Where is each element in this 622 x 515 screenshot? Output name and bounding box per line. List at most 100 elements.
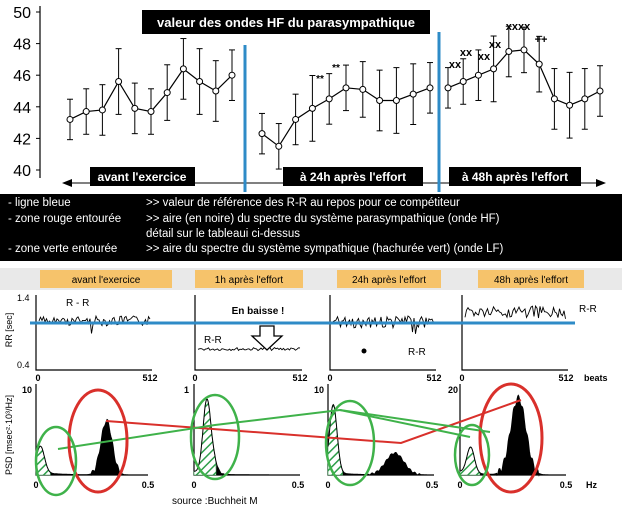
red-link-line [105,399,522,445]
psd-x-0-d: 0 [457,480,462,490]
psd-curve [194,398,300,476]
rr-trace [464,304,566,319]
green-ellipse-1 [34,425,78,497]
data-point [566,101,574,109]
data-point [82,108,90,116]
legend-line2-right: >> aire (en noire) du spectre du système… [146,213,500,225]
data-point [444,84,452,92]
rr-tick-top: 1.4 [17,293,30,303]
data-point [359,85,367,93]
psd-ymax-2: 1 [184,385,189,395]
green-link-line [57,408,491,450]
header-box-1 [40,270,172,288]
legend-line2-cont: détail sur le tableaui ci-dessus [146,228,301,240]
hz-label: Hz [586,480,597,490]
data-point [490,65,498,73]
rr-x-tick-0-c: 0 [327,373,332,383]
hf-black-area [342,452,426,475]
source-caption: source :Buchheit M [172,496,258,507]
sig-mark-8: ++ [535,34,548,46]
legend-line3-right: >> aire du spectre du système sympathiqu… [146,243,504,255]
rr-axes [35,295,152,371]
data-point [474,71,482,79]
sig-mark-2: ** [332,63,340,74]
rr-x-tick-0-a: 0 [35,373,40,383]
data-point [325,95,333,103]
data-point [308,104,316,112]
data-point [228,71,236,79]
psd-curve [35,418,148,477]
data-point [505,48,513,55]
data-point [66,115,74,123]
rr-x-tick-512-a: 512 [142,373,157,383]
beats-label: beats [584,373,608,383]
psd-ymax-3: 10 [314,385,324,395]
psd-curve [459,394,566,477]
data-point [581,95,589,103]
psd-ymax-1: 10 [22,385,32,395]
legend-box: - ligne bleue >> valeur de référence des… [0,194,622,261]
header-box-4 [478,270,584,288]
data-point [147,108,155,116]
psd-axes [327,384,434,476]
y-tick-label: 44 [13,100,31,117]
rr-axes [194,295,302,371]
data-point [409,90,417,98]
psd-ymax-4: 20 [448,385,458,395]
psd-axis-label: PSD [msec²·10³/Hz] [4,395,14,475]
data-point [392,96,400,104]
data-point [596,87,604,95]
data-point [342,84,350,92]
y-tick-label: 50 [13,5,31,22]
header-48h: 48h après l'effort [494,275,568,286]
green-ellipse-2 [189,393,241,481]
psd-x-05-a: 0.5 [142,480,155,490]
data-point [275,142,283,150]
phase-label-24h: à 24h après l'effort [300,170,406,184]
green-link-line-2 [339,409,471,438]
rr-label-4: R-R [579,304,597,315]
phase-box-24h [283,167,423,186]
data-point [179,65,187,73]
sig-mark-6: xx [489,39,502,51]
rr-trace [197,346,301,352]
rr-axis-label: RR [sec] [4,313,14,348]
rr-x-tick-512-b: 512 [292,373,307,383]
header-1h: 1h après l'effort [215,275,284,286]
title-box [142,10,430,34]
data-point [292,115,300,123]
y-tick-label: 46 [13,68,31,85]
phase-label-before: avant l'exercice [98,170,187,184]
psd-x-05-b: 0.5 [292,480,305,490]
data-point [131,104,139,112]
down-arrow-icon [250,325,284,351]
annotation-box [218,301,298,319]
y-tick-label: 48 [13,37,31,54]
legend-line2-left: - zone rouge entourée [8,213,122,225]
rr-x-tick-0-d: 0 [459,373,464,383]
data-point [212,87,220,95]
phase-box-48h [449,167,581,186]
header-box-3 [337,270,441,288]
phase-box-before [90,167,195,186]
data-point [459,78,467,86]
sig-mark-7: xxxx [506,21,531,33]
header-24h: 24h après l'effort [352,275,426,286]
rr-x-tick-512-d: 512 [558,373,573,383]
y-tick-label: 42 [13,131,31,148]
rr-axes [329,295,436,371]
legend-line1-left: - ligne bleue [8,197,71,209]
data-point [535,60,543,68]
rr-trace [332,315,434,334]
sig-mark-5: xx [478,51,491,63]
legend-line3-left: - zone verte entourée [8,243,118,255]
rr-label-3: R-R [408,347,426,358]
header-before: avant l'exercice [72,275,141,286]
data-point [163,89,171,97]
rr-axes [461,295,568,371]
rr-trace [38,314,151,334]
data-point [115,78,123,86]
green-ellipse-4 [453,423,491,487]
data-point [376,96,384,104]
annotation-text: En baisse ! [232,306,285,317]
